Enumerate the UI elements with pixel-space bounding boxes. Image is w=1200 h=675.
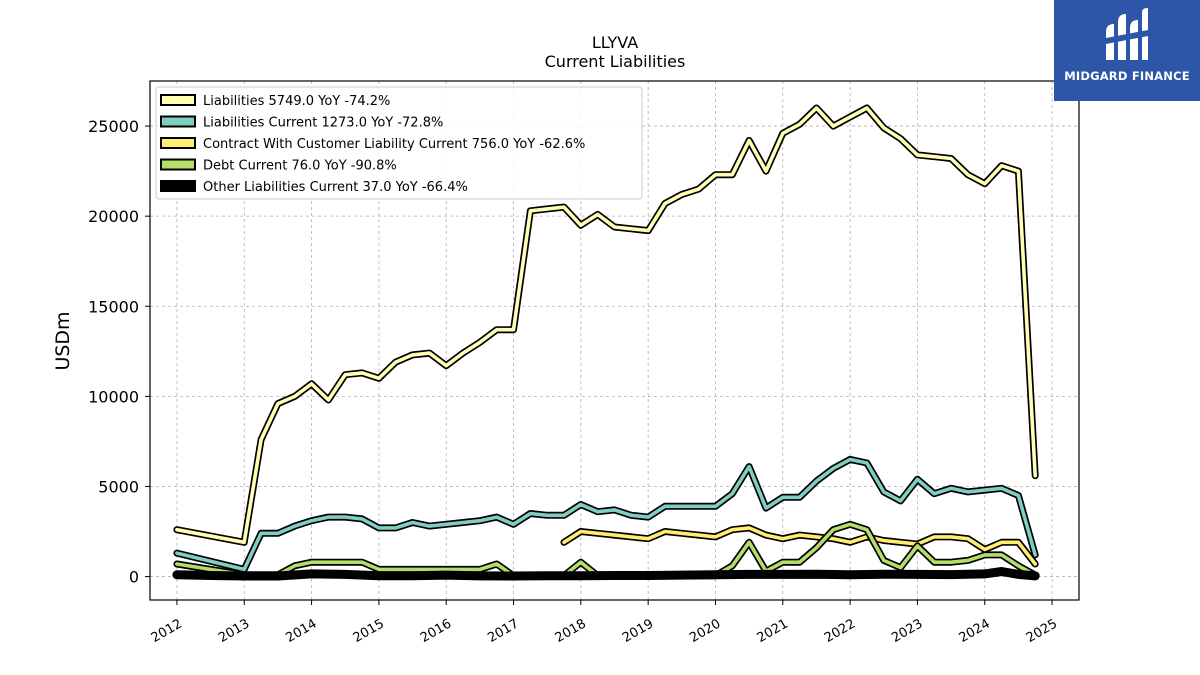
- x-tick-label: 2020: [687, 616, 723, 646]
- x-tick-label: 2024: [957, 616, 993, 646]
- legend-label: Other Liabilities Current 37.0 YoY -66.4…: [203, 180, 468, 195]
- legend-swatch: [160, 137, 196, 149]
- x-tick-label: 2022: [822, 616, 858, 646]
- midgard-logo-icon: [1106, 8, 1148, 60]
- x-tick-label: 2019: [620, 616, 656, 646]
- legend: Liabilities 5749.0 YoY -74.2% Liabilities…: [155, 86, 643, 200]
- x-tick-label: 2014: [283, 616, 319, 646]
- series-line-0: [175, 106, 1037, 545]
- legend-label: Contract With Customer Liability Current…: [203, 137, 585, 152]
- y-axis: 0 5000 10000 15000 20000 25000: [88, 117, 150, 587]
- y-tick-label: 5000: [98, 477, 139, 496]
- legend-swatch: [160, 180, 196, 192]
- brand-name: MIDGARD FINANCE: [1064, 69, 1190, 83]
- x-tick-label: 2013: [216, 616, 252, 646]
- x-tick-label: 2018: [553, 616, 589, 646]
- y-tick-label: 0: [129, 568, 139, 587]
- plot-frame: [149, 80, 1080, 601]
- series-outline-1: [173, 455, 1039, 573]
- chart-title: LLYVA: [592, 33, 638, 52]
- x-axis: 2012 2013 2014 2015 2016 2017 2018 2019 2020 2021…: [149, 600, 1060, 646]
- chart-subtitle: Current Liabilities: [545, 52, 686, 71]
- legend-swatch: [160, 94, 196, 106]
- series-line-2: [562, 526, 1037, 566]
- brand-logo: MIDGARD FINANCE: [1054, 0, 1200, 101]
- legend-label: Liabilities Current 1273.0 YoY -72.8%: [203, 116, 443, 131]
- y-tick-label: 20000: [88, 207, 139, 226]
- y-tick-label: 25000: [88, 117, 139, 136]
- legend-swatch: [160, 115, 196, 128]
- x-tick-label: 2015: [351, 616, 387, 646]
- legend-box: [155, 86, 643, 200]
- y-axis-label: USDm: [52, 311, 74, 370]
- legend-swatch: [160, 158, 196, 171]
- x-tick-label: 2025: [1024, 616, 1060, 646]
- x-tick-label: 2012: [149, 616, 185, 646]
- series-outline-4: [172, 567, 1040, 581]
- x-tick-label: 2016: [418, 616, 454, 646]
- x-tick-label: 2017: [485, 616, 521, 646]
- legend-label: Debt Current 76.0 YoY -90.8%: [203, 159, 397, 174]
- y-tick-label: 10000: [88, 387, 139, 406]
- y-tick-label: 15000: [88, 297, 139, 316]
- x-tick-label: 2021: [755, 616, 791, 646]
- series-lines: [172, 104, 1040, 581]
- series-line-1: [175, 457, 1037, 572]
- x-tick-label: 2023: [889, 616, 925, 646]
- legend-label: Liabilities 5749.0 YoY -74.2%: [203, 94, 390, 109]
